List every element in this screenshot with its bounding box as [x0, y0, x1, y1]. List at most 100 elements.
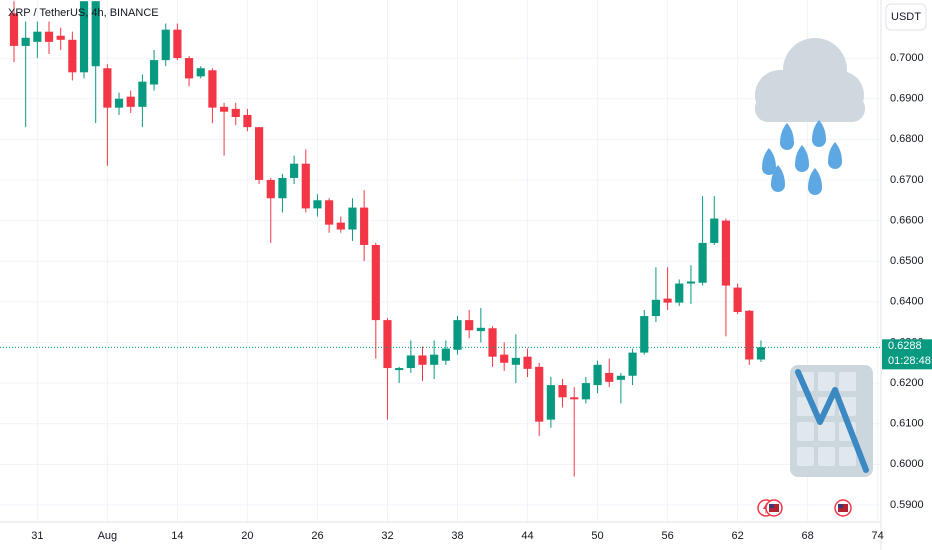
candle-body [336, 222, 345, 230]
y-tick-label: 0.6100 [890, 418, 924, 430]
candle-body [138, 81, 147, 107]
candle-body [710, 218, 719, 243]
candle-body [44, 31, 54, 42]
candle-body [465, 320, 474, 331]
candle-body [640, 316, 649, 353]
x-tick-label: 62 [731, 530, 743, 542]
candle-body [266, 179, 275, 199]
x-tick-label: 68 [802, 530, 814, 542]
candle-body [33, 31, 42, 42]
y-tick-label: 0.6800 [890, 133, 924, 145]
candle-body [523, 356, 532, 369]
candle-body [500, 354, 509, 363]
candle-body [756, 347, 766, 360]
candle-body [476, 327, 485, 332]
x-tick-label: 26 [311, 530, 323, 542]
last-price-badge [882, 339, 932, 370]
candle-body [255, 127, 264, 180]
candle-body [325, 200, 334, 225]
candle-body [430, 354, 439, 365]
last-price-label: 0.6288 [888, 340, 922, 352]
y-tick-label: 0.6000 [890, 458, 924, 470]
y-tick-label: 0.6500 [890, 255, 924, 267]
currency-label[interactable]: USDT [891, 11, 921, 23]
candle-body [173, 29, 182, 59]
y-tick-label: 0.6400 [890, 296, 924, 308]
x-tick-label: 44 [521, 530, 533, 542]
x-tick-label: 31 [31, 530, 43, 542]
candle-body [278, 177, 287, 199]
candle-body [383, 320, 392, 369]
x-tick-label: 32 [381, 530, 393, 542]
candle-body [149, 60, 159, 85]
chart-decreasing-icon [790, 365, 873, 477]
candle-body [196, 68, 205, 77]
candle-body [593, 364, 602, 386]
chart-title: XRP / TetherUS, 4h, BINANCE [8, 7, 159, 19]
candle-body [698, 242, 707, 283]
x-tick-label: 74 [872, 530, 884, 542]
candle-body [628, 352, 637, 376]
candle-body [721, 220, 731, 286]
candle-body [616, 375, 625, 380]
candle-body [441, 348, 450, 361]
candle-body [68, 39, 77, 73]
candle-body [161, 29, 170, 61]
candle-body [301, 163, 310, 209]
x-tick-label: 20 [241, 530, 253, 542]
x-tick-label: 56 [661, 530, 673, 542]
candle-body [184, 58, 194, 79]
event-icons[interactable] [757, 499, 852, 517]
candle-body [21, 37, 30, 46]
x-tick-label: 14 [171, 530, 183, 542]
candle-body [231, 108, 240, 117]
candle-body [745, 310, 754, 360]
candle-body [395, 368, 404, 371]
candle-body [56, 35, 65, 40]
x-tick-label: 38 [451, 530, 463, 542]
candle-body [605, 372, 614, 382]
candle-body [9, 13, 19, 46]
y-tick-label: 0.7000 [890, 52, 924, 64]
y-tick-label: 0.5900 [890, 499, 924, 511]
x-tick-label: 50 [591, 530, 603, 542]
countdown-label: 01:28:48 [888, 355, 931, 367]
x-tick-label: Aug [98, 530, 118, 542]
y-tick-label: 0.6700 [890, 174, 924, 186]
candle-body [675, 283, 684, 303]
candle-body [406, 355, 415, 369]
candle-body [453, 320, 462, 350]
candle-body [360, 207, 369, 245]
candle-body [114, 98, 124, 108]
candle-body [546, 385, 555, 420]
candle-body [220, 106, 229, 112]
candle-body [418, 355, 427, 365]
candle-body [126, 96, 135, 107]
candle-body [535, 366, 544, 422]
candle-body [348, 207, 357, 230]
candle-body [651, 299, 660, 317]
candle-body [570, 397, 579, 400]
candle-body [290, 163, 299, 178]
candle-body [558, 385, 567, 398]
candle-body [243, 114, 252, 128]
candle-body [581, 383, 590, 400]
candle-body [79, 1, 89, 73]
candle-body [208, 70, 217, 108]
candle-body [488, 328, 497, 357]
rain-cloud-icon [755, 38, 865, 195]
candle-body [663, 298, 672, 303]
candle-body [733, 287, 742, 312]
candles [9, 1, 766, 477]
candle-body [91, 1, 100, 67]
candle-body [103, 68, 112, 108]
candle-body [371, 244, 380, 321]
currency-button[interactable] [885, 3, 927, 31]
candle-body [511, 357, 520, 365]
y-tick-label: 0.6900 [890, 93, 924, 105]
grid [0, 0, 880, 522]
candle-body [686, 281, 696, 284]
y-tick-label: 0.6200 [890, 377, 924, 389]
y-tick-label: 0.6600 [890, 214, 924, 226]
